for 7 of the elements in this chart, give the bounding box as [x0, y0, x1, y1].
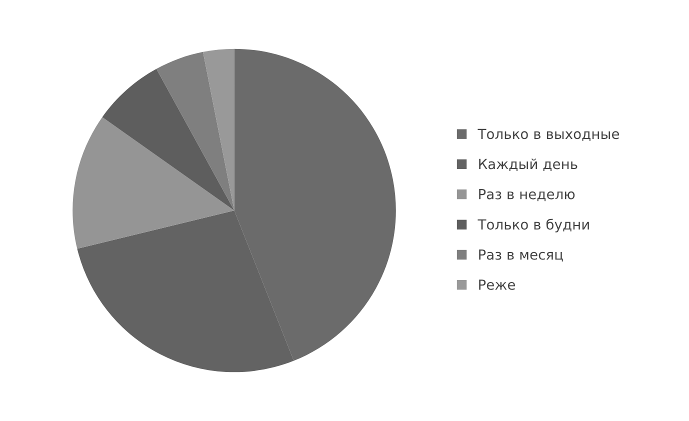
- pie-slice: [156, 52, 234, 210]
- legend-label: Раз в неделю: [479, 189, 575, 202]
- legend-label: Только в будни: [478, 218, 589, 232]
- legend-label: Реже: [479, 280, 515, 290]
- legend-label: Только в выходные: [478, 128, 620, 141]
- legend-label: Раз в месяц: [479, 249, 563, 262]
- legend-label: Каждый день: [479, 158, 578, 171]
